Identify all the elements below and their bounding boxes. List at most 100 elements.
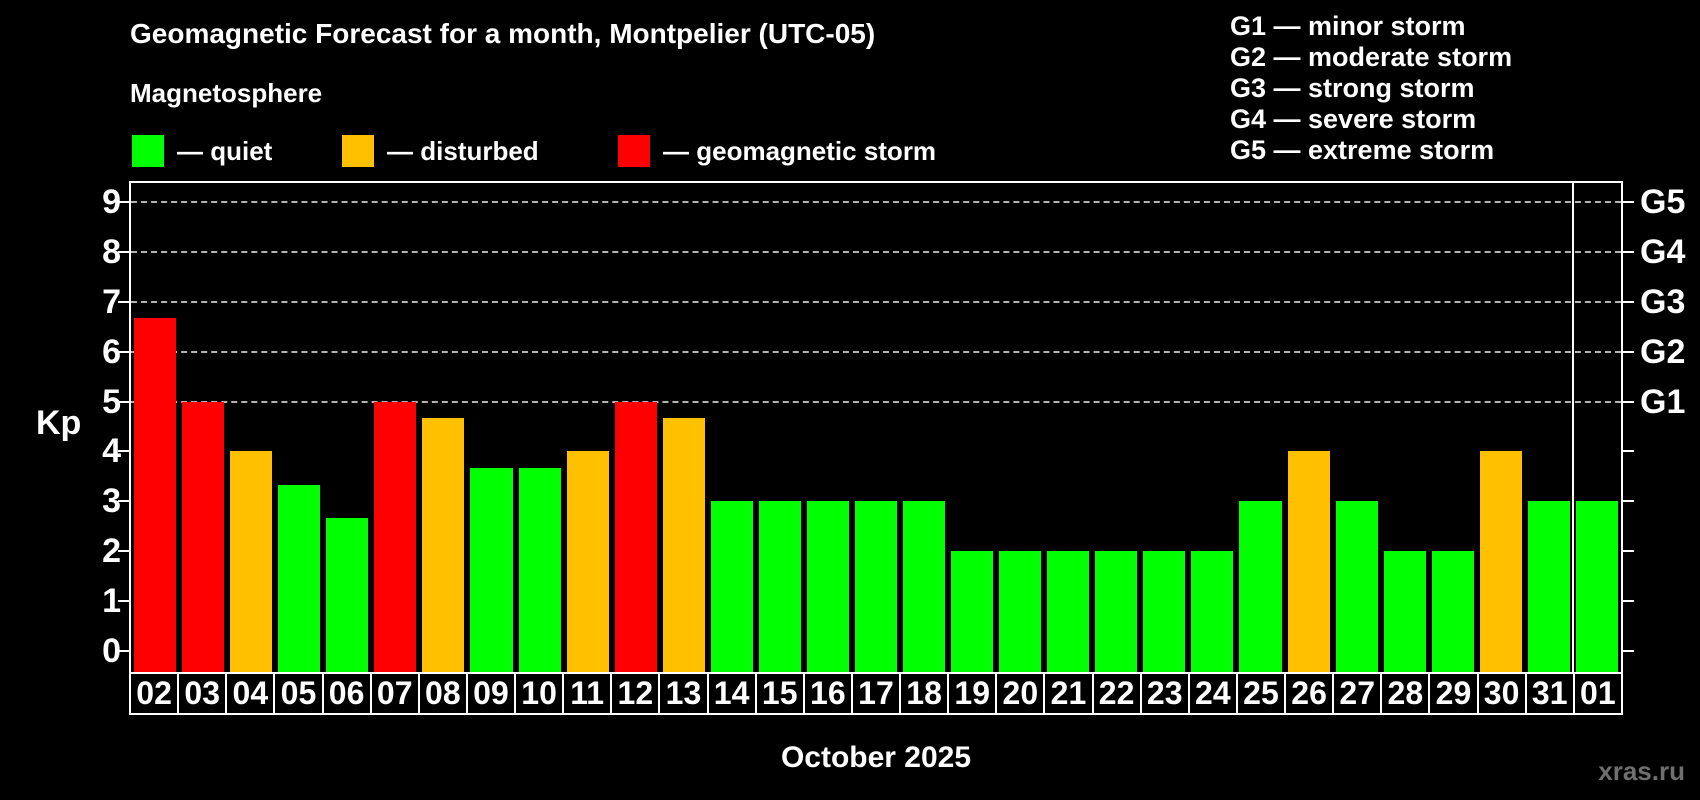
day-label-11: 11: [562, 674, 610, 713]
bar-day-13: [662, 418, 705, 672]
chart-subtitle: Magnetosphere: [130, 78, 323, 108]
bar-day-31: [1527, 501, 1570, 672]
bar-day-01: [1575, 501, 1618, 672]
right-tick-kp-0: [1623, 650, 1634, 653]
gscale-legend-line-5: G5 — extreme storm: [1230, 135, 1495, 165]
gscale-legend: G1 — minor storm G2 — moderate storm G3 — …: [1230, 11, 1512, 166]
day-label-07: 07: [369, 674, 418, 713]
bar-day-12: [614, 401, 657, 672]
y-axis-label-2: 2: [102, 532, 121, 571]
page-title: Geomagnetic Forecast for a month, Montpe…: [130, 18, 876, 49]
day-label-03: 03: [177, 674, 225, 713]
g-axis-label-G2: G2: [1640, 332, 1686, 371]
gscale-legend-line-2: G2 — moderate storm: [1230, 42, 1513, 72]
day-label-20: 20: [995, 674, 1043, 713]
bar-day-02: [134, 318, 177, 672]
bar-day-07: [374, 401, 417, 672]
g-axis-label-G4: G4: [1640, 232, 1686, 271]
day-label-16: 16: [802, 674, 851, 713]
right-tick-kp-7: [1623, 300, 1634, 303]
y-axis-label-7: 7: [102, 282, 121, 321]
legend-item-storm: — geomagnetic storm: [618, 135, 936, 167]
y-axis-label-5: 5: [102, 382, 121, 421]
legend-item-disturbed: — disturbed: [342, 135, 539, 167]
day-label-02: 02: [136, 675, 172, 711]
day-label-14: 14: [706, 674, 755, 713]
bar-day-16: [806, 501, 849, 672]
bar-day-03: [182, 401, 225, 672]
y-axis-label-1: 1: [102, 582, 121, 621]
gridline-kp-7: [131, 300, 1621, 303]
y-axis-label-4: 4: [102, 432, 121, 471]
day-label-06: 06: [321, 674, 370, 713]
left-tick-kp-6: [118, 350, 129, 353]
day-label-15: 15: [754, 674, 803, 713]
gscale-legend-line-4: G4 — severe storm: [1230, 104, 1477, 134]
bar-day-05: [278, 484, 321, 672]
gridline-kp-9: [131, 200, 1621, 203]
day-label-31: 31: [1524, 674, 1573, 713]
day-label-13: 13: [658, 674, 706, 713]
day-label-27: 27: [1332, 674, 1380, 713]
right-tick-kp-2: [1623, 550, 1634, 553]
y-axis-label-9: 9: [102, 182, 121, 221]
x-axis-day-labels: 02 03 04 05 06 07 08 09 10 11 12 13 14 15 16 17 18 19 20 21…: [129, 672, 1623, 715]
day-label-21: 21: [1043, 674, 1091, 713]
legend-item-quiet: — quiet: [132, 135, 272, 167]
bar-day-30: [1479, 451, 1522, 672]
gridline-kp-8: [131, 250, 1621, 253]
disturbed-color-swatch: [342, 135, 374, 167]
bar-day-19: [951, 551, 994, 672]
day-label-12: 12: [610, 674, 658, 713]
day-label-30: 30: [1476, 674, 1525, 713]
bar-day-10: [518, 467, 561, 672]
bar-day-26: [1287, 451, 1330, 672]
bar-day-09: [470, 467, 513, 672]
bar-day-17: [854, 501, 898, 672]
bar-day-25: [1239, 501, 1282, 672]
day-label-23: 23: [1139, 674, 1188, 713]
right-tick-kp-4: [1623, 450, 1634, 453]
quiet-color-swatch: [132, 135, 164, 167]
y-axis-label-3: 3: [102, 482, 121, 521]
plot-canvas: [131, 183, 1621, 672]
day-label-08: 08: [417, 674, 466, 713]
day-label-28: 28: [1380, 674, 1428, 713]
y-axis-title: Kp: [36, 404, 82, 442]
g-axis-label-G1: G1: [1640, 382, 1686, 421]
bar-day-14: [710, 501, 753, 672]
bar-day-29: [1431, 551, 1474, 672]
bar-day-22: [1095, 551, 1138, 672]
day-label-09: 09: [465, 674, 514, 713]
x-axis-title: October 2025: [780, 741, 972, 774]
bar-day-06: [326, 517, 369, 672]
day-label-22: 22: [1091, 674, 1140, 713]
bar-day-15: [758, 501, 801, 672]
gridline-kp-5: [131, 400, 1621, 403]
day-label-24: 24: [1187, 674, 1236, 713]
g-axis-label-G3: G3: [1640, 282, 1686, 321]
month-separator-line: [1571, 183, 1574, 672]
watermark: xras.ru: [1598, 756, 1685, 786]
left-tick-kp-3: [118, 500, 129, 503]
right-tick-kp-6: [1623, 350, 1634, 353]
day-label-29: 29: [1428, 674, 1476, 713]
bar-day-24: [1191, 551, 1234, 672]
left-tick-kp-9: [118, 200, 129, 203]
y-axis-label-6: 6: [102, 332, 121, 371]
g-axis-label-G5: G5: [1640, 182, 1686, 221]
storm-color-swatch: [618, 135, 650, 167]
left-tick-kp-8: [118, 250, 129, 253]
legend-label-quiet: — quiet: [177, 135, 273, 166]
gridline-kp-6: [131, 350, 1621, 353]
day-label-05: 05: [273, 674, 321, 713]
legend-label-storm: — geomagnetic storm: [663, 135, 937, 166]
day-label-17: 17: [850, 674, 899, 713]
day-label-01: 01: [1572, 674, 1621, 713]
bar-day-21: [1047, 551, 1090, 672]
right-tick-kp-1: [1623, 600, 1634, 603]
left-tick-kp-5: [118, 400, 129, 403]
right-tick-kp-5: [1623, 400, 1634, 403]
bar-day-18: [903, 501, 946, 672]
